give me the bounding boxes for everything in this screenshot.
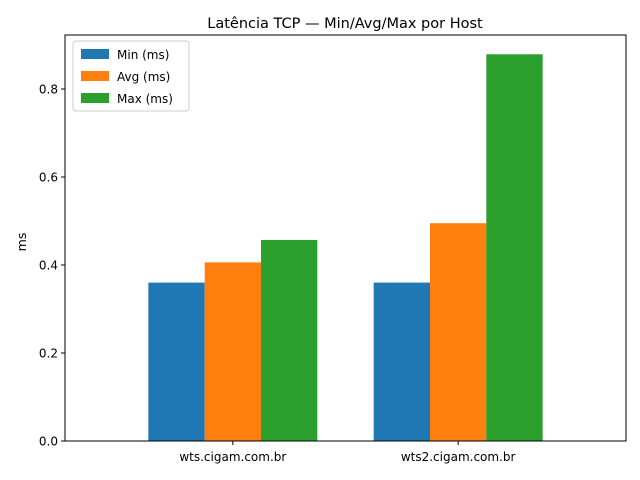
bar-2-0 bbox=[261, 239, 318, 441]
y-axis-label: ms bbox=[14, 233, 29, 252]
bar-0-0 bbox=[148, 282, 205, 441]
legend-label: Min (ms) bbox=[117, 48, 169, 62]
legend-swatch bbox=[81, 93, 109, 103]
bar-1-1 bbox=[429, 223, 487, 441]
y-tick-label: 0.8 bbox=[39, 83, 58, 97]
bar-1-0 bbox=[204, 262, 262, 441]
axes-layer: 0.0 0.2 0.4 0.6 0.8 wts.cigam.com.br wts2.ciga… bbox=[39, 34, 627, 464]
legend: Min (ms) Avg (ms) Max (ms) bbox=[72, 40, 190, 112]
bar-0-1 bbox=[373, 282, 430, 441]
legend-label: Avg (ms) bbox=[117, 70, 170, 84]
y-tick-label: 0.6 bbox=[39, 171, 58, 185]
y-tick-label: 0.0 bbox=[39, 435, 58, 449]
legend-swatch bbox=[81, 49, 109, 59]
legend-label: Max (ms) bbox=[117, 92, 173, 106]
y-tick-label: 0.2 bbox=[39, 347, 58, 361]
chart-title: Latência TCP — Min/Avg/Max por Host bbox=[207, 16, 483, 32]
legend-swatch bbox=[81, 71, 109, 81]
plot-frame bbox=[64, 34, 627, 442]
bars-layer bbox=[148, 54, 543, 442]
bar-2-1 bbox=[486, 54, 543, 442]
y-tick-label: 0.4 bbox=[39, 259, 58, 273]
x-tick-label: wts.cigam.com.br bbox=[179, 450, 286, 464]
x-tick-label: wts2.cigam.com.br bbox=[401, 450, 516, 464]
